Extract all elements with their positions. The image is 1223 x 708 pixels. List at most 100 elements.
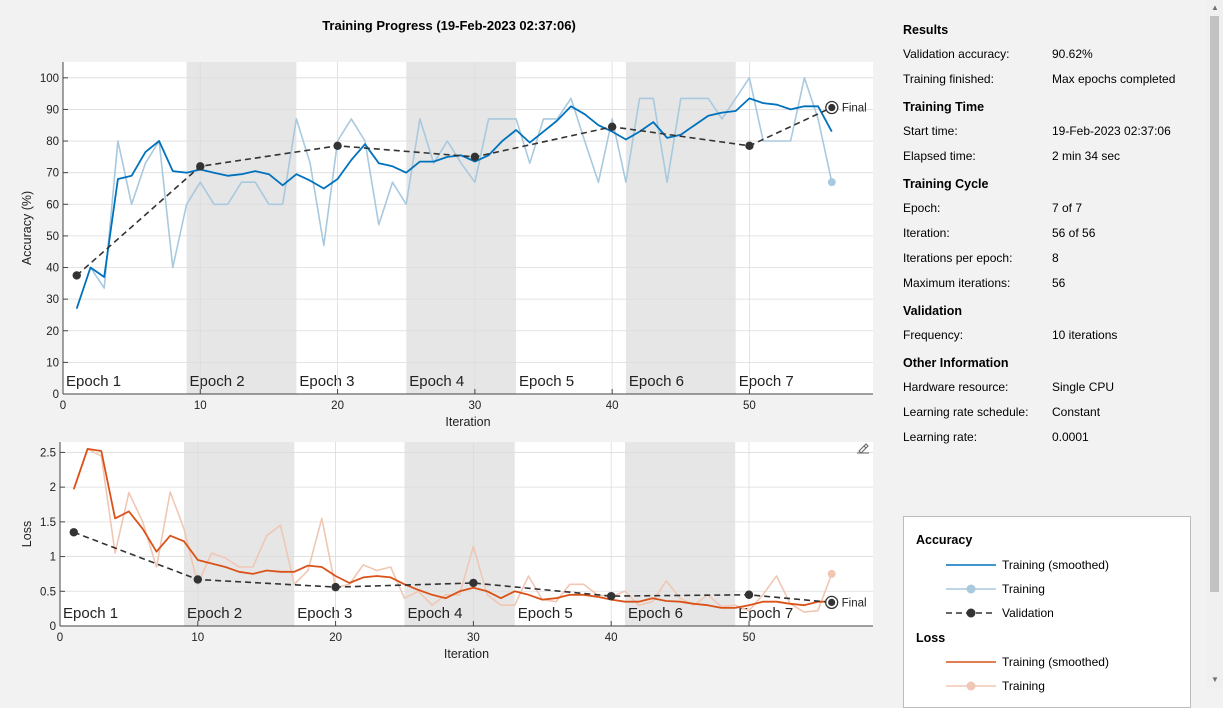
y-tick-label: 10 <box>46 357 59 369</box>
validation-accuracy-row: Validation accuracy: 90.62% <box>895 42 1195 67</box>
x-tick-label: 30 <box>467 632 480 644</box>
final-training-point <box>827 178 836 187</box>
training-finished-label: Training finished: <box>903 72 994 86</box>
x-tick-label: 20 <box>329 632 342 644</box>
x-tick-label: 10 <box>191 632 204 644</box>
learning-rate-schedule-label: Learning rate schedule: <box>903 405 1029 419</box>
y-tick-label: 0 <box>50 621 56 633</box>
maximum-iterations-label: Maximum iterations: <box>903 276 1011 290</box>
epoch-band <box>406 62 517 394</box>
y-tick-label: 50 <box>46 231 59 243</box>
x-tick-label: 50 <box>743 400 756 412</box>
maximum-iterations-value: 56 <box>1052 276 1066 290</box>
epoch-label: Epoch: <box>903 201 941 215</box>
y-tick-label: 0 <box>53 389 59 401</box>
y-tick-label: 80 <box>46 136 59 148</box>
loss-plot: Epoch 1 Epoch 2 Epoch 3 Epoch 4 Epoch 5 Epoch… <box>20 442 873 661</box>
x-tick-label: 20 <box>331 400 344 412</box>
legend-label: Training <box>1002 582 1045 596</box>
learning-rate-label: Learning rate: <box>903 430 978 444</box>
epoch-row: Epoch: 7 of 7 <box>895 196 1195 221</box>
legend-accuracy-heading: Accuracy <box>916 533 973 547</box>
learning-rate-row: Learning rate: 0.0001 <box>895 425 1195 450</box>
epoch-label: Epoch 2 <box>190 373 245 390</box>
x-tick-label: 10 <box>194 400 207 412</box>
epoch-label: Epoch 1 <box>66 373 121 390</box>
iteration-row: Iteration: 56 of 56 <box>895 221 1195 246</box>
frequency-label: Frequency: <box>903 328 964 342</box>
x-tick-label: 30 <box>468 400 481 412</box>
validation-heading: Validation <box>903 304 963 318</box>
final-label: Final <box>842 597 867 609</box>
learning-rate-value: 0.0001 <box>1052 430 1089 444</box>
epoch-band <box>184 442 295 626</box>
validation-point <box>469 578 478 588</box>
y-tick-label: 40 <box>46 263 59 275</box>
series-line <box>75 77 833 309</box>
training-finished-value: Max epochs completed <box>1052 72 1176 86</box>
scroll-down-arrow-icon[interactable]: ▼ <box>1211 675 1219 684</box>
y-tick-label: 30 <box>46 294 59 306</box>
export-icon[interactable] <box>855 441 871 455</box>
validation-point <box>744 590 754 599</box>
final-validation-point <box>828 598 836 606</box>
epoch-label: Epoch 3 <box>299 373 354 390</box>
training-cycle-heading: Training Cycle <box>903 177 989 191</box>
legend-label: Training (smoothed) <box>1002 558 1109 572</box>
vertical-scrollbar[interactable]: ▲ ▼ <box>1207 0 1223 688</box>
validation-accuracy-label: Validation accuracy: <box>903 47 1010 61</box>
start-time-label: Start time: <box>903 124 958 138</box>
frequency-value: 10 iterations <box>1052 328 1118 342</box>
results-heading: Results <box>903 23 949 37</box>
chart-title: Training Progress (19-Feb-2023 02:37:06) <box>322 18 576 33</box>
validation-point <box>470 152 480 162</box>
validation-point <box>331 582 340 592</box>
training-time-heading: Training Time <box>903 100 985 114</box>
y-tick-label: 0.5 <box>40 586 56 598</box>
y-tick-label: 60 <box>46 199 59 211</box>
hardware-resource-value: Single CPU <box>1052 380 1115 394</box>
elapsed-time-row: Elapsed time: 2 min 34 sec <box>895 144 1195 169</box>
hardware-resource-row: Hardware resource: Single CPU <box>895 375 1195 400</box>
learning-rate-schedule-value: Constant <box>1052 405 1101 419</box>
epoch-label: Epoch 4 <box>407 605 462 622</box>
epoch-band <box>404 442 515 626</box>
y-tick-label: 1.5 <box>40 517 56 529</box>
charts-canvas: Training Progress (19-Feb-2023 02:37:06)… <box>20 18 873 661</box>
epoch-label: Epoch 6 <box>628 605 683 622</box>
validation-point <box>193 575 202 584</box>
scroll-up-arrow-icon[interactable]: ▲ <box>1211 3 1219 12</box>
frequency-row: Frequency: 10 iterations <box>895 323 1195 348</box>
epoch-label: Epoch 4 <box>409 373 464 390</box>
y-tick-label: 70 <box>46 168 59 180</box>
epoch-label: Epoch 7 <box>739 373 794 390</box>
x-tick-label: 0 <box>60 400 66 412</box>
info-panel: Results Validation accuracy: 90.62% Trai… <box>895 18 1195 450</box>
y-tick-label: 1 <box>50 552 56 564</box>
y-tick-label: 20 <box>46 326 59 338</box>
y-axis-label: Accuracy (%) <box>20 191 34 265</box>
validation-point <box>745 141 754 150</box>
final-validation-point <box>828 103 836 112</box>
y-tick-label: 100 <box>40 73 59 85</box>
epoch-label: Epoch 5 <box>519 373 574 390</box>
iterations-per-epoch-label: Iterations per epoch: <box>903 251 1013 265</box>
scrollbar-thumb[interactable] <box>1210 16 1219 592</box>
epoch-value: 7 of 7 <box>1052 201 1083 215</box>
iterations-per-epoch-value: 8 <box>1052 251 1059 265</box>
iterations-per-epoch-row: Iterations per epoch: 8 <box>895 246 1195 271</box>
epoch-label: Epoch 2 <box>187 605 242 622</box>
y-tick-label: 90 <box>46 104 59 116</box>
iteration-label: Iteration: <box>903 226 950 240</box>
final-label: Final <box>842 103 867 115</box>
x-tick-label: 40 <box>606 400 619 412</box>
legend-box: Accuracy Training (smoothed) Training Va… <box>903 516 1191 708</box>
legend-loss-heading: Loss <box>916 631 946 645</box>
y-tick-label: 2 <box>50 482 56 494</box>
elapsed-time-value: 2 min 34 sec <box>1052 149 1121 163</box>
other-information-heading: Other Information <box>903 356 1009 370</box>
x-tick-label: 50 <box>743 632 756 644</box>
validation-accuracy-value: 90.62% <box>1052 47 1093 61</box>
iteration-value: 56 of 56 <box>1052 226 1096 240</box>
learning-rate-schedule-row: Learning rate schedule: Constant <box>895 400 1195 425</box>
